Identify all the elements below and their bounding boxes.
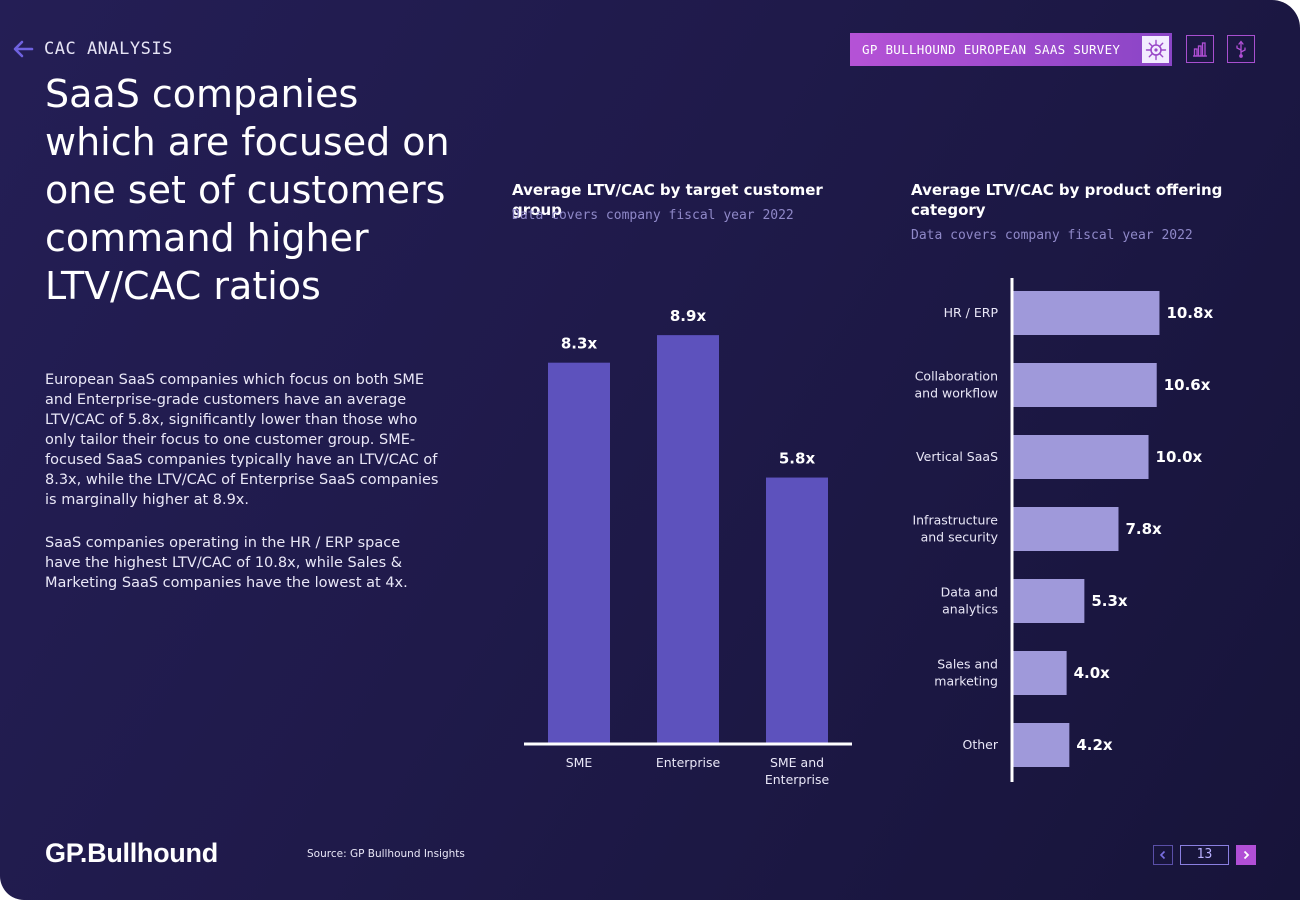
survey-icon-box[interactable] xyxy=(1142,36,1169,63)
chart-tool-button[interactable] xyxy=(1186,35,1214,63)
page-number[interactable]: 13 xyxy=(1180,845,1229,865)
chart2-category-label: and workflow xyxy=(915,386,998,401)
chevron-left-icon xyxy=(1159,850,1166,860)
chart2-bar xyxy=(1012,291,1160,335)
chart2-category-label: analytics xyxy=(942,602,998,617)
prev-page-button[interactable] xyxy=(1153,845,1173,865)
chart1-value-label: 8.9x xyxy=(670,307,707,325)
chart2-bar xyxy=(1012,363,1157,407)
source-note: Source: GP Bullhound Insights xyxy=(307,848,465,860)
virus-icon xyxy=(1145,39,1166,60)
section-label: CAC ANALYSIS xyxy=(44,39,173,59)
chart2-value-label: 10.8x xyxy=(1166,304,1213,322)
chevron-right-icon xyxy=(1243,850,1250,860)
chart1-value-label: 5.8x xyxy=(779,450,816,468)
chart1-category-label: Enterprise xyxy=(656,755,721,770)
chart2-value-label: 5.3x xyxy=(1091,592,1128,610)
survey-tag-label: GP BULLHOUND EUROPEAN SAAS SURVEY xyxy=(862,42,1121,57)
chart1-title: Average LTV/CAC by target customer group xyxy=(512,181,823,219)
connect-tool-button[interactable] xyxy=(1227,35,1255,63)
chart1-category-label: SME and xyxy=(770,755,824,770)
chart2-svg: 10.8x HR / ERP 10.6x Collaboration and workf… xyxy=(912,278,1213,782)
chart1-subtitle: Data covers company fiscal year 2022 xyxy=(512,208,794,223)
chart2-subtitle: Data covers company fiscal year 2022 xyxy=(911,228,1193,243)
usb-icon xyxy=(1236,40,1246,58)
chart2-value-label: 7.8x xyxy=(1125,520,1162,538)
chart2-category-label: Sales and xyxy=(937,657,998,672)
chart2-category-label: Vertical SaaS xyxy=(916,449,998,464)
brand-logo: GP.Bullhound xyxy=(45,838,218,868)
chart2-category-label: HR / ERP xyxy=(944,305,999,320)
chart2-category-label: Infrastructure xyxy=(912,513,998,528)
chart2-value-label: 10.0x xyxy=(1156,448,1203,466)
chart1-svg: 8.3x SME 8.9x Enterprise 5.8x SME and Enterpri… xyxy=(524,307,852,787)
chart2-value-label: 4.0x xyxy=(1074,664,1111,682)
chart2-category-label: and security xyxy=(921,530,999,545)
body-text: European SaaS companies which focus on b… xyxy=(45,370,440,616)
chart2-bar xyxy=(1012,651,1067,695)
chart2-category-label: Other xyxy=(963,737,999,752)
chart1-category-label: SME xyxy=(566,755,593,770)
chart2-bar xyxy=(1012,579,1085,623)
chart2-value-label: 10.6x xyxy=(1164,376,1211,394)
body-paragraph-2: SaaS companies operating in the HR / ERP… xyxy=(45,535,408,591)
chart2-bar xyxy=(1012,435,1149,479)
chart2-value-label: 4.2x xyxy=(1076,736,1113,754)
chart2-bar xyxy=(1012,507,1119,551)
back-nav[interactable]: CAC ANALYSIS xyxy=(12,38,173,60)
chart1-bar xyxy=(766,477,828,744)
bar-chart-icon xyxy=(1193,42,1207,57)
body-paragraph-1: European SaaS companies which focus on b… xyxy=(45,372,439,508)
chart2-title: Average LTV/CAC by product offering cate… xyxy=(911,181,1223,219)
chart1-value-label: 8.3x xyxy=(561,335,598,353)
chart2-category-label: marketing xyxy=(934,674,998,689)
arrow-left-icon[interactable] xyxy=(12,38,34,60)
chart2-category-label: Collaboration xyxy=(915,369,998,384)
chart1-bar xyxy=(657,335,719,744)
chart1-category-label: Enterprise xyxy=(765,772,830,787)
next-page-button[interactable] xyxy=(1236,845,1256,865)
chart2-bar xyxy=(1012,723,1070,767)
survey-tag[interactable]: GP BULLHOUND EUROPEAN SAAS SURVEY xyxy=(850,33,1172,66)
chart2-category-label: Data and xyxy=(941,585,998,600)
chart1-bar xyxy=(548,362,610,744)
page-title: SaaS companies which are focused on one … xyxy=(45,72,450,308)
